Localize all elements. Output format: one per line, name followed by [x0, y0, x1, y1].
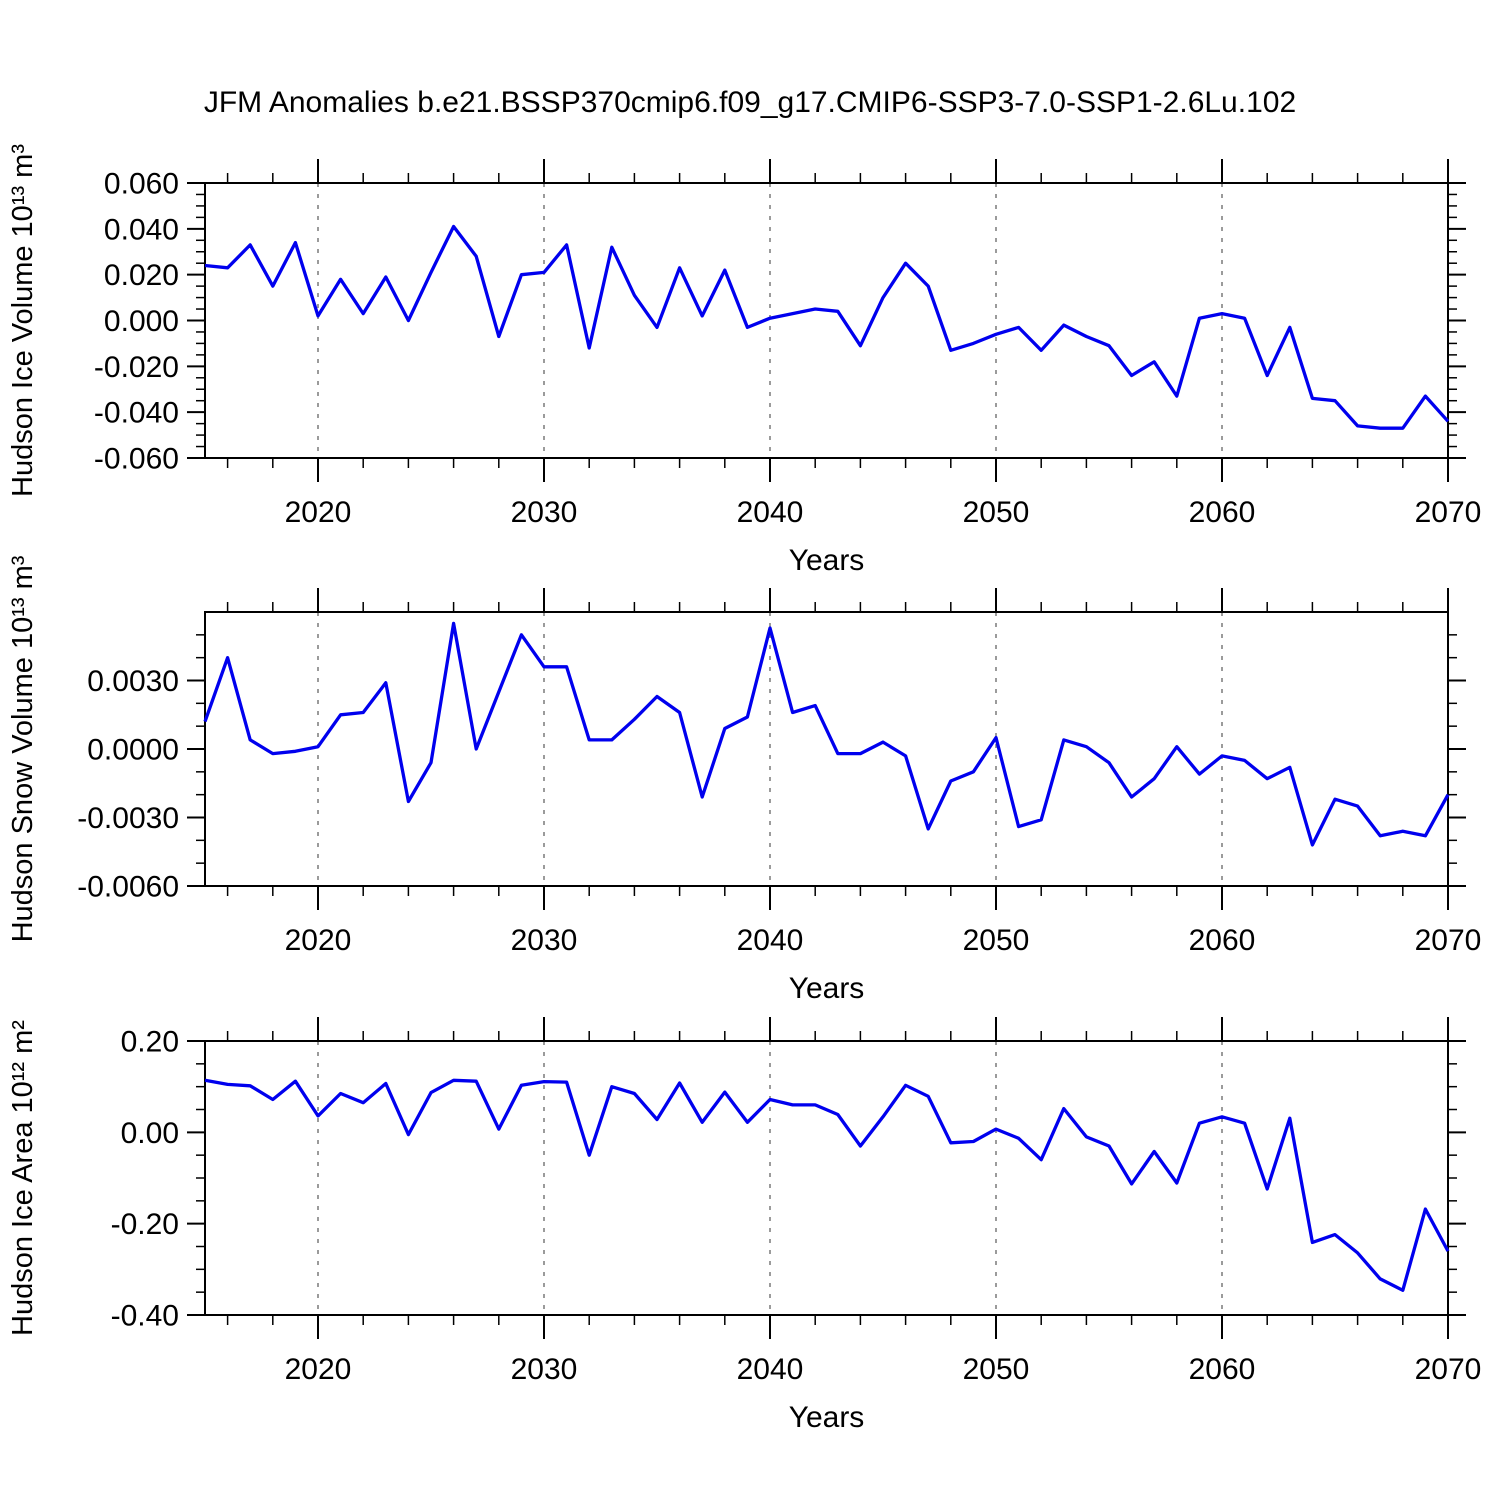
x-tick-label: 2020	[285, 1353, 352, 1386]
x-tick-label: 2030	[511, 924, 578, 957]
x-tick-label: 2060	[1189, 1353, 1256, 1386]
x-tick-label: 2060	[1189, 924, 1256, 957]
y-axis-title: Hudson Snow Volume 10¹³ m³	[7, 555, 39, 942]
y-tick-label: 0.000	[104, 305, 179, 338]
x-tick-label: 2050	[963, 924, 1030, 957]
y-tick-label: 0.0000	[87, 734, 179, 767]
data-line	[204, 224, 1450, 430]
y-axis-title: Hudson Ice Volume 10¹³ m³	[7, 144, 39, 497]
x-tick-label: 2030	[511, 1353, 578, 1386]
y-tick-label: 0.20	[121, 1026, 179, 1059]
y-tick-label: -0.0030	[77, 802, 179, 835]
x-tick-label: 2070	[1415, 496, 1482, 529]
y-tick-label: 0.020	[104, 259, 179, 292]
y-tick-label: -0.060	[94, 443, 179, 476]
x-tick-label: 2020	[285, 496, 352, 529]
x-tick-label: 2030	[511, 496, 578, 529]
x-tick-label: 2050	[963, 496, 1030, 529]
x-tick-label: 2050	[963, 1353, 1030, 1386]
chart-panel-0: 2020 2030 2040 2050 2060 2070 0.060 0.040 0.020 0…	[7, 144, 1481, 577]
figure-title: JFM Anomalies b.e21.BSSP370cmip6.f09_g17…	[204, 86, 1296, 119]
chart-panels: 2020 2030 2040 2050 2060 2070 0.060 0.040 0.020 0…	[7, 144, 1481, 1434]
chart-panel-2: 2020 2030 2040 2050 2060 2070 0.20 0.00 -0.20 -0.…	[7, 1017, 1481, 1434]
y-tick-label: 0.0030	[87, 665, 179, 698]
y-tick-label: 0.040	[104, 213, 179, 246]
x-tick-label: 2060	[1189, 496, 1256, 529]
x-axis-title: Years	[789, 1401, 865, 1434]
y-tick-label: -0.0060	[77, 871, 179, 904]
chart-panel-1: 2020 2030 2040 2050 2060 2070 0.0030 0.0000 -0.0…	[7, 555, 1481, 1005]
x-tick-label: 2040	[737, 496, 804, 529]
data-line	[204, 1078, 1450, 1292]
x-axis-title: Years	[789, 544, 865, 577]
x-tick-label: 2070	[1415, 1353, 1482, 1386]
y-tick-label: -0.020	[94, 351, 179, 384]
x-tick-label: 2020	[285, 924, 352, 957]
y-tick-label: 0.060	[104, 168, 179, 201]
data-line	[203, 621, 1450, 847]
y-tick-label: -0.20	[111, 1208, 179, 1241]
x-tick-label: 2040	[737, 924, 804, 957]
x-tick-label: 2070	[1415, 924, 1482, 957]
y-tick-label: 0.00	[121, 1117, 179, 1150]
plot-frame	[204, 611, 1449, 887]
y-tick-label: -0.40	[111, 1300, 179, 1333]
y-tick-label: -0.040	[94, 397, 179, 430]
x-tick-label: 2040	[737, 1353, 804, 1386]
plot-frame	[204, 1040, 1449, 1316]
x-axis-title: Years	[789, 972, 865, 1005]
y-axis-title: Hudson Ice Area 10¹² m²	[7, 1020, 39, 1336]
plot-frame	[204, 182, 1449, 459]
